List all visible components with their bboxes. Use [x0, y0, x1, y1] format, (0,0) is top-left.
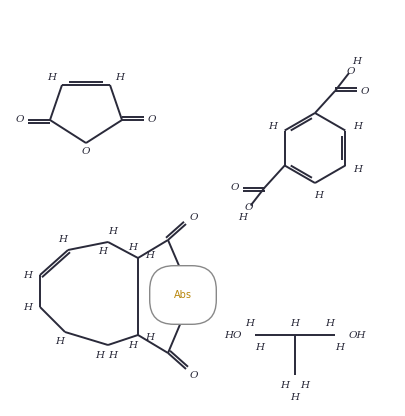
Text: O: O [189, 213, 198, 223]
Text: H: H [245, 319, 254, 327]
Text: H: H [268, 122, 277, 131]
Text: H: H [255, 342, 264, 352]
Text: OH: OH [347, 330, 365, 339]
Text: H: H [128, 341, 137, 349]
Text: H: H [128, 243, 137, 253]
Text: H: H [108, 228, 117, 237]
Text: H: H [325, 319, 334, 327]
Text: H: H [115, 72, 124, 82]
Text: H: H [58, 235, 67, 245]
Text: H: H [23, 302, 32, 312]
Text: H: H [352, 165, 361, 174]
Text: O: O [16, 116, 24, 124]
Text: O: O [147, 116, 156, 124]
Text: O: O [230, 183, 239, 192]
Text: H: H [108, 351, 117, 359]
Text: H: H [290, 393, 299, 401]
Text: O: O [360, 87, 368, 96]
Text: H: H [300, 381, 309, 389]
Text: O: O [189, 371, 198, 379]
Text: H: H [238, 213, 247, 222]
Text: O: O [81, 146, 90, 156]
Text: O: O [244, 203, 252, 212]
Text: H: H [280, 381, 289, 389]
Text: H: H [145, 332, 154, 342]
Text: H: H [98, 248, 107, 257]
Text: H: H [290, 319, 299, 327]
Text: H: H [145, 252, 154, 260]
Text: H: H [55, 337, 64, 347]
Text: O: O [346, 67, 354, 75]
Text: H: H [47, 72, 56, 82]
Text: H: H [95, 351, 104, 359]
Text: H: H [352, 57, 360, 65]
Text: H: H [23, 270, 32, 280]
Text: H: H [314, 191, 323, 200]
Text: Abs: Abs [174, 290, 192, 300]
Text: H: H [335, 342, 344, 352]
Text: HO: HO [224, 330, 241, 339]
Text: H: H [352, 122, 361, 131]
